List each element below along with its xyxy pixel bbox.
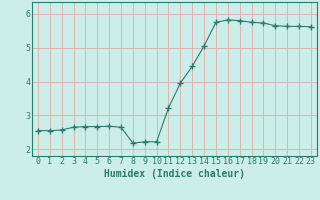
X-axis label: Humidex (Indice chaleur): Humidex (Indice chaleur) (104, 169, 245, 179)
